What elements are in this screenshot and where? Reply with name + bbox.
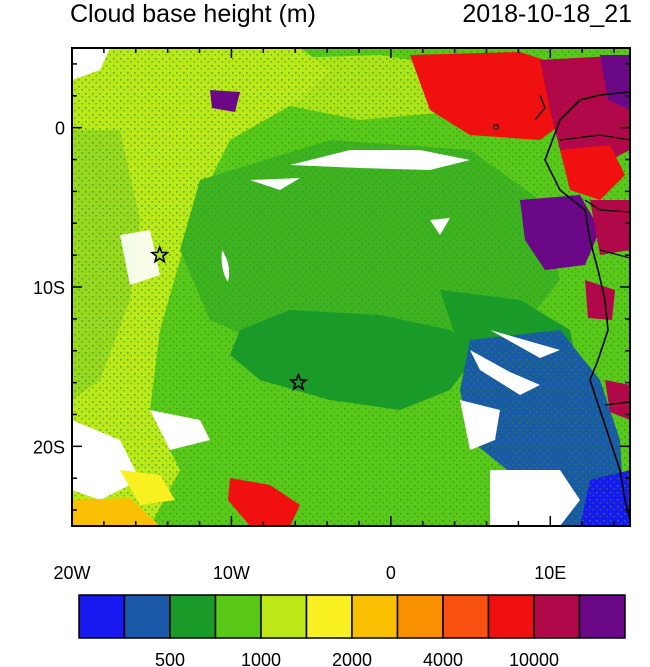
colorbar-label: 4000: [423, 650, 463, 667]
colorbar-swatch: [260, 594, 308, 639]
clear-gap-north: [290, 150, 470, 170]
high-cloud-east-purple: [520, 195, 600, 270]
high-cloud-ne-purple: [600, 55, 630, 110]
colorbar-swatch: [214, 594, 262, 639]
high-cloud-sw-orange: [72, 498, 160, 526]
clear-gap-coast-2: [490, 330, 560, 358]
clear-gap-1: [250, 178, 300, 190]
border-3: [604, 401, 631, 406]
x-tick-label: 0: [386, 563, 396, 583]
high-cloud-nw-purple: [210, 90, 240, 112]
colorbar-label: 500: [155, 650, 185, 667]
timestamp-label: 2018-10-18_21: [462, 0, 632, 28]
high-cloud-east-crimson: [590, 200, 630, 255]
cloud-field: [72, 48, 630, 526]
y-tick-label: 10S: [33, 278, 65, 298]
border-2: [599, 249, 631, 259]
clear-gap-sw: [72, 420, 140, 500]
coastline: [544, 91, 631, 521]
colorbar-swatch: [396, 594, 444, 639]
map-title: Cloud base height (m): [70, 0, 316, 28]
station-markers: [149, 244, 309, 391]
border-4: [559, 134, 631, 141]
coast-island: [534, 94, 546, 121]
colorbar-swatch: [78, 594, 126, 639]
clear-gap-3: [221, 250, 230, 282]
clear-gap-sw2: [150, 410, 210, 450]
border-1: [584, 199, 631, 213]
x-tick-label: 10E: [534, 563, 566, 583]
high-cloud-sw-yellow: [120, 470, 175, 505]
island-marker: [492, 123, 500, 131]
clear-gap-coast-1: [470, 350, 540, 395]
star-marker-2: [288, 372, 309, 391]
colorbar-label: 2000: [332, 650, 372, 667]
colorbar-swatch: [123, 594, 171, 639]
y-tick-label: 20S: [33, 437, 65, 457]
colorbar-label: 1000: [241, 650, 281, 667]
colorbar-swatch: [487, 594, 535, 639]
high-cloud-east2-crimson: [585, 280, 615, 320]
colorbar-swatch: [305, 594, 353, 639]
colorbar-swatch: [442, 594, 490, 639]
axis-ticks: 20W 10W 0 10E 0 10S 20S: [33, 48, 630, 583]
high-cloud-sw-red: [228, 478, 300, 526]
x-tick-label: 10W: [213, 563, 250, 583]
colorbar-swatch: [578, 594, 626, 639]
clear-gap-west: [120, 230, 160, 285]
star-marker-1: [149, 244, 170, 264]
high-cloud-se-crimson: [605, 380, 630, 420]
clear-gap-south: [490, 470, 580, 526]
x-tick-label: 20W: [53, 563, 90, 583]
colorbar-swatch: [351, 594, 399, 639]
clear-gap-nw: [72, 48, 110, 80]
colorbar-label: 10000: [509, 650, 559, 667]
colorbar-swatch: [169, 594, 217, 639]
clear-gap-2: [430, 218, 450, 235]
clear-gap-coast-3: [460, 400, 500, 450]
colorbar: 500 1000 2000 4000 10000: [78, 594, 626, 667]
y-tick-label: 0: [55, 119, 65, 139]
colorbar-swatch: [533, 594, 581, 639]
high-cloud-ne2-red: [560, 145, 625, 200]
